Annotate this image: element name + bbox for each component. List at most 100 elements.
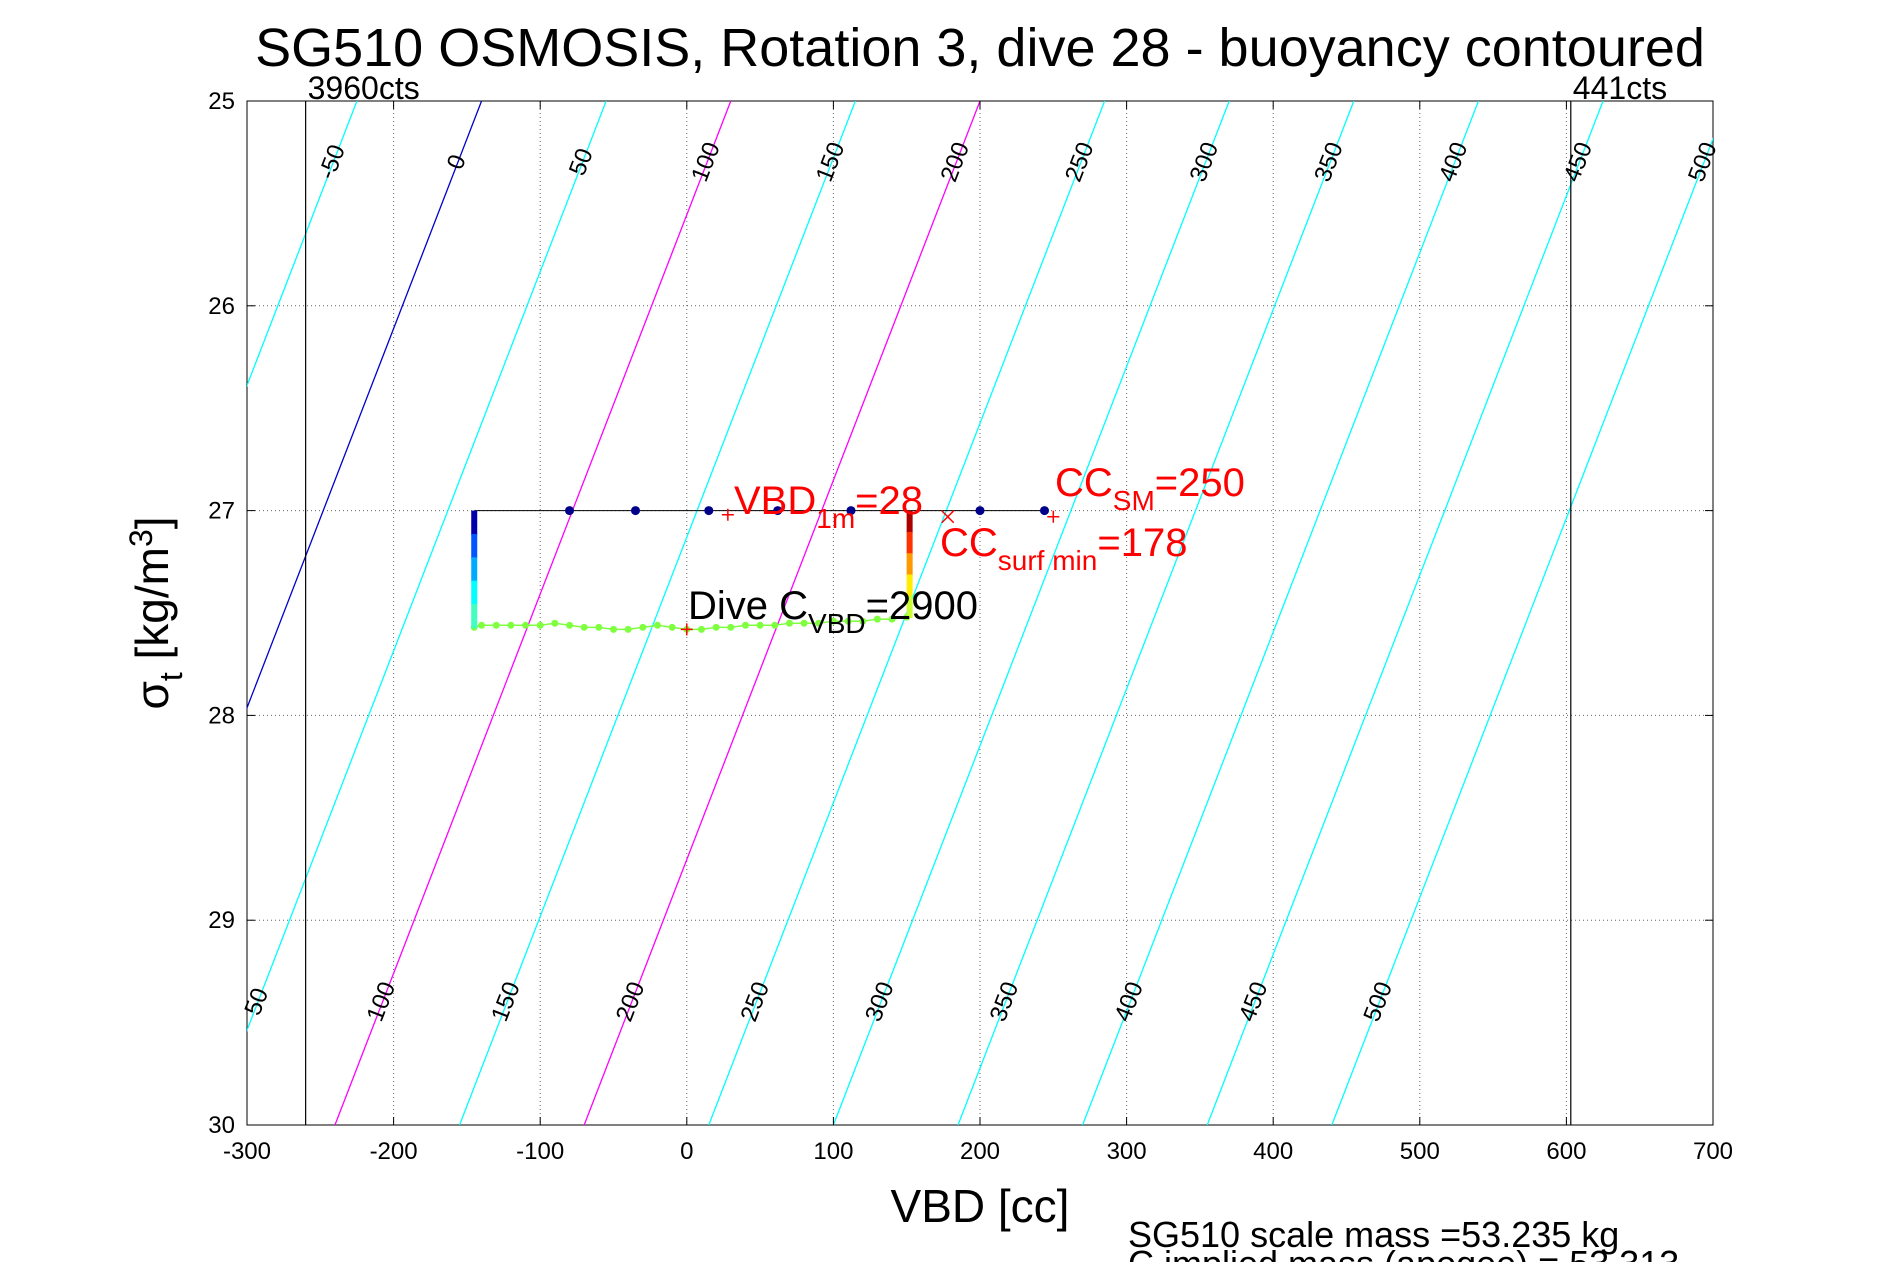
contour-line	[957, 101, 1355, 1125]
annotation-cc-sm: CCSM=250	[1055, 461, 1245, 516]
annotation-dive-c-vbd-value: =2900	[866, 584, 978, 628]
x-tick-label: 600	[1546, 1138, 1586, 1165]
profile-point	[580, 623, 588, 631]
profile-point	[829, 617, 837, 625]
annotation-cc-surf-min: CCsurf min=178	[940, 521, 1187, 576]
y-axis-label-symbol: σ	[126, 681, 178, 709]
annotation-vbd-1m-value: =28	[855, 479, 923, 523]
svg-text:σt [kg/m3]: σt [kg/m3]	[123, 516, 189, 709]
profile-point	[859, 617, 867, 625]
annotation-cc-sm-value: =250	[1155, 461, 1245, 505]
contour-line	[1082, 101, 1480, 1125]
y-axis-label-unit-exponent: 3	[123, 529, 159, 547]
profile-point	[595, 623, 603, 631]
contour-line	[247, 101, 483, 710]
profile-point	[478, 621, 486, 629]
count-limit-label: 441cts	[1573, 70, 1667, 106]
x-tick-label: 500	[1400, 1138, 1440, 1165]
colored-vertical-segment	[471, 603, 478, 629]
y-axis-label: σt [kg/m3]	[123, 516, 189, 709]
colored-vertical-segment	[906, 574, 913, 597]
profile-point	[873, 615, 881, 623]
x-tick-label: -200	[370, 1138, 418, 1165]
y-axis-label-unit: [kg/m	[126, 547, 178, 672]
profile-point	[844, 617, 852, 625]
x-axis-label: VBD [cc]	[891, 1180, 1070, 1232]
colored-vertical-segment	[906, 510, 913, 533]
surface-point	[846, 506, 856, 516]
x-tick-label: 100	[813, 1138, 853, 1165]
profile-point	[610, 625, 617, 633]
annotation-cc-sm-main: CC	[1055, 461, 1113, 505]
profile-point	[522, 621, 530, 629]
profile-point	[815, 619, 823, 627]
contour-line	[334, 101, 732, 1125]
dive-markers	[680, 508, 1060, 636]
colored-vertical-segment	[471, 510, 478, 535]
axis-ticks: -300 -200 -100 0 100 200 300 400 500 600 700 25 26 27…	[208, 88, 1733, 1165]
surface-point	[1040, 506, 1050, 516]
x-tick-label: -300	[223, 1138, 271, 1165]
annotation-cc-surf-min-value: =178	[1097, 521, 1187, 565]
profile-point	[492, 621, 500, 629]
surface-point	[975, 506, 985, 516]
annotation-cc-surf-min-sub: surf min	[998, 545, 1098, 576]
annotation-dive-c-vbd-main: Dive C	[688, 584, 808, 628]
contour-line	[1206, 101, 1604, 1125]
annotation-vbd-1m-main: VBD	[734, 479, 816, 523]
buoyancy-contours	[0, 101, 1713, 1125]
profile-point	[639, 623, 647, 631]
contour-line	[458, 101, 856, 1125]
marker-plus	[721, 508, 734, 521]
x-tick-label: 0	[680, 1138, 693, 1165]
count-limit-lines: 3960cts 441cts	[305, 70, 1667, 1125]
colored-vertical-segment	[906, 595, 913, 619]
contour-line	[1331, 137, 1713, 1125]
x-tick-label: 400	[1253, 1138, 1293, 1165]
annotation-vbd-1m: VBD1m=28	[734, 479, 923, 534]
y-tick-label: 26	[208, 293, 235, 320]
y-tick-label: 29	[208, 907, 235, 934]
profile-point	[771, 621, 779, 629]
profile-point	[756, 621, 764, 629]
colored-vertical-segment	[471, 580, 478, 605]
surface-point	[630, 506, 640, 516]
colored-vertical-segment	[906, 553, 913, 576]
profile-point	[653, 621, 661, 629]
profile-point	[741, 621, 749, 629]
contour-line	[0, 101, 108, 1125]
x-tick-label: -100	[516, 1138, 564, 1165]
count-limit-label: 3960cts	[308, 70, 420, 106]
profile-point	[800, 619, 808, 627]
surface-point	[565, 506, 575, 516]
x-tick-label: 200	[960, 1138, 1000, 1165]
contour-line	[832, 101, 1230, 1125]
y-tick-label: 30	[208, 1112, 235, 1139]
y-axis-label-unit-close: ]	[126, 516, 178, 529]
annotation-cc-sm-sub: SM	[1113, 485, 1155, 516]
profile-point	[785, 619, 793, 627]
surface-point	[704, 506, 714, 516]
profile-point	[888, 615, 896, 623]
contour-line	[247, 101, 607, 1032]
y-tick-label: 27	[208, 498, 235, 525]
marker-plus	[680, 623, 693, 636]
colored-vertical-segment	[471, 557, 478, 582]
chart-title: SG510 OSMOSIS, Rotation 3, dive 28 - buo…	[255, 18, 1705, 78]
annotation-dive-c-vbd: Dive CVBD=2900	[688, 584, 978, 639]
dive-data-series	[470, 506, 1050, 633]
profile-point	[551, 619, 559, 627]
contour-line	[0, 101, 232, 1125]
surface-point	[773, 506, 783, 516]
profile-point	[668, 623, 676, 631]
profile-point	[536, 621, 544, 629]
annotation-dive-c-vbd-sub: VBD	[808, 608, 866, 639]
footer-implied-mass: C implied mass (apogee) = 53.313	[1128, 1243, 1679, 1262]
y-tick-label: 25	[208, 88, 235, 115]
profile-point	[566, 621, 574, 629]
x-tick-label: 300	[1107, 1138, 1147, 1165]
y-axis-label-subscript: t	[153, 672, 189, 681]
x-tick-label: 700	[1693, 1138, 1733, 1165]
profile-point	[697, 625, 705, 633]
